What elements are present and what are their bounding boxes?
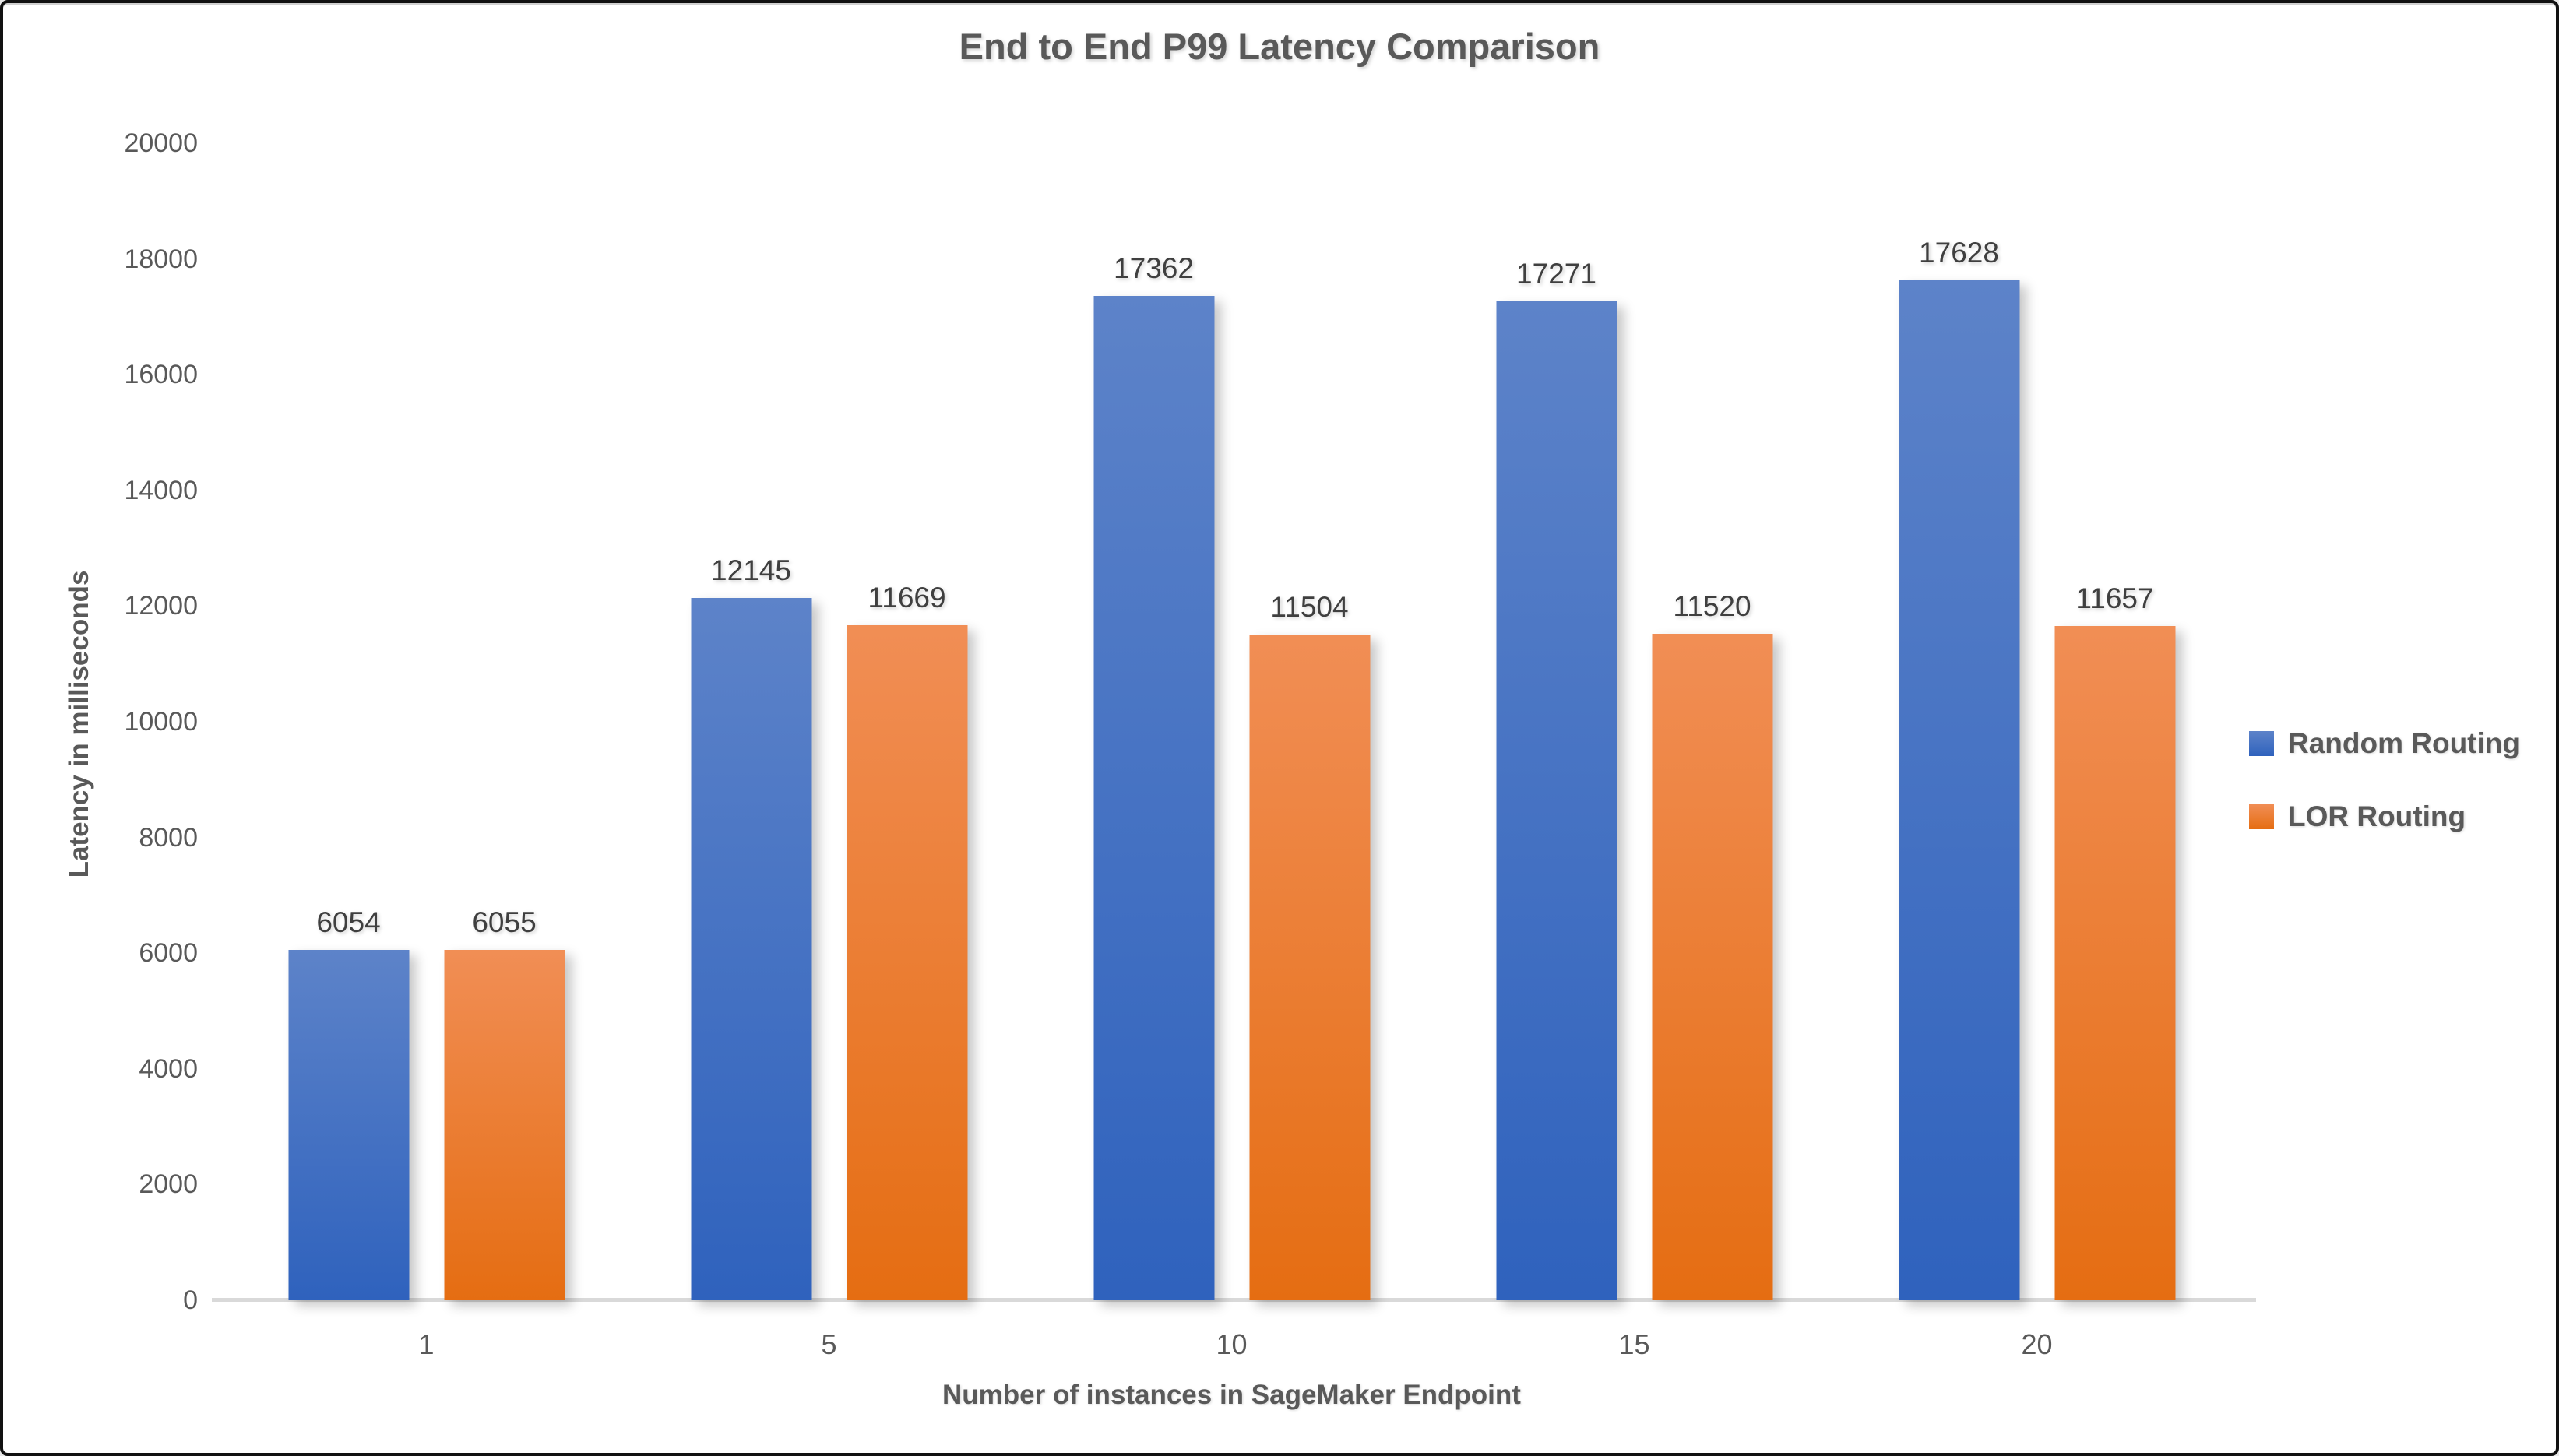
bar-column: 17628 (1899, 237, 2019, 1300)
bar-pair: 6054 6055 (288, 906, 565, 1300)
bar-column: 17362 (1093, 252, 1214, 1300)
legend-label-lor-routing: LOR Routing (2287, 800, 2466, 832)
legend-label-random-routing: Random Routing (2287, 727, 2520, 759)
y-tick-label: 6000 (139, 938, 198, 969)
x-category-label-1: 1 (418, 1328, 435, 1360)
bar-column: 6054 (288, 906, 409, 1300)
y-tick-label: 2000 (139, 1169, 198, 1200)
bar-pair: 17271 11520 (1496, 258, 1772, 1300)
y-tick-label: 16000 (124, 360, 198, 390)
bar-data-label: 11669 (868, 582, 946, 614)
bar-data-label: 11504 (1270, 591, 1349, 623)
y-tick-label: 8000 (139, 822, 198, 853)
y-tick-label: 10000 (124, 707, 198, 737)
chart-title: End to End P99 Latency Comparison (959, 26, 1600, 67)
bar-group-20: 17628 11657 (1836, 143, 2238, 1300)
legend-item-lor-routing: LOR Routing (2248, 800, 2520, 833)
bar-lor-routing (1652, 634, 1772, 1300)
y-tick-label: 0 (183, 1285, 198, 1315)
bar-lor-routing (444, 950, 565, 1300)
bar-random-routing (1093, 296, 1214, 1300)
bar-group-15: 17271 11520 (1433, 143, 1836, 1300)
bar-pair: 17362 11504 (1093, 252, 1370, 1300)
bar-data-label: 17271 (1516, 258, 1596, 290)
y-tick-label: 12000 (124, 591, 198, 621)
bar-lor-routing (2054, 626, 2175, 1300)
bar-lor-routing (1249, 635, 1370, 1300)
bar-column: 17271 (1496, 258, 1617, 1300)
bar-group-1: 6054 6055 (225, 143, 628, 1300)
y-tick-label: 14000 (124, 475, 198, 505)
y-axis-ticks: 0 2000 4000 6000 8000 10000 12000 14000 16000 180… (73, 128, 198, 1315)
bar-group-5: 12145 11669 (628, 143, 1030, 1300)
x-axis-category-labels: 1 5 10 15 20 (225, 1302, 2238, 1361)
bar-data-label: 6055 (472, 906, 537, 938)
x-category-label-20: 20 (2021, 1328, 2053, 1360)
bar-data-label: 17628 (1919, 237, 1999, 269)
bar-data-label: 6054 (316, 906, 381, 938)
legend-item-random-routing: Random Routing (2248, 727, 2520, 760)
x-category-label-15: 15 (1618, 1328, 1650, 1360)
y-tick-label: 20000 (124, 128, 198, 158)
y-tick-label: 18000 (124, 244, 198, 274)
bar-pair: 12145 11669 (691, 554, 967, 1300)
bar-column: 11669 (847, 582, 967, 1300)
bar-column: 11520 (1652, 590, 1772, 1300)
bar-lor-routing (847, 625, 967, 1300)
bar-column: 12145 (691, 554, 811, 1300)
bar-pair: 17628 11657 (1899, 237, 2175, 1300)
x-axis-title: Number of instances in SageMaker Endpoin… (942, 1380, 1521, 1410)
bar-random-routing (1496, 301, 1617, 1300)
legend: Random Routing LOR Routing (2248, 727, 2520, 833)
x-category-label-5: 5 (821, 1328, 837, 1360)
x-category-label-10: 10 (1216, 1328, 1248, 1360)
legend-swatch-random-routing-icon (2248, 731, 2274, 756)
bar-group-10: 17362 11504 (1030, 143, 1433, 1300)
bar-random-routing (691, 598, 811, 1300)
bar-data-label: 11520 (1673, 590, 1751, 622)
bar-groups: 6054 6055 12145 11669 17362 11504 17271 11520 17… (225, 143, 2238, 1300)
bar-column: 6055 (444, 906, 565, 1300)
bar-column: 11504 (1249, 591, 1370, 1300)
bar-data-label: 11657 (2075, 582, 2154, 614)
bar-column: 11657 (2054, 582, 2175, 1300)
bar-random-routing (288, 950, 409, 1300)
legend-swatch-lor-routing-icon (2248, 804, 2274, 829)
bar-random-routing (1899, 280, 2019, 1300)
bar-data-label: 12145 (711, 554, 791, 586)
bar-data-label: 17362 (1114, 252, 1194, 284)
x-axis-line (212, 1298, 2256, 1302)
y-tick-label: 4000 (139, 1053, 198, 1084)
